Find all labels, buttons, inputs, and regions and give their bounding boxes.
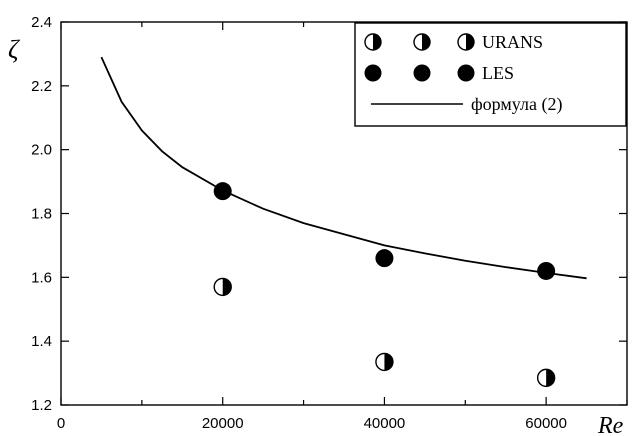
legend-les-symbol: [413, 64, 431, 82]
les-point: [375, 249, 394, 268]
urans-point: [375, 352, 394, 372]
legend-entry-urans: [364, 33, 475, 51]
x-tick-label: 20000: [202, 415, 244, 432]
urans-point: [536, 368, 556, 388]
y-tick-label: 2.4: [31, 14, 52, 31]
legend-label-les: LES: [482, 63, 514, 83]
legend-label-urans: URANS: [482, 32, 543, 52]
les-point: [537, 261, 556, 280]
legend-les-symbol: [457, 64, 475, 82]
x-tick-label: 60000: [525, 415, 567, 432]
y-tick-label: 1.4: [31, 333, 52, 350]
series-layer: [100, 56, 587, 388]
x-axis-label: Re: [597, 413, 624, 436]
y-tick-label: 1.6: [31, 269, 52, 286]
y-tick-label: 1.2: [31, 397, 52, 414]
legend-urans-symbol: [457, 33, 475, 51]
formula-curve: [100, 56, 587, 280]
legend-entry-les: [364, 64, 475, 82]
y-axis-label: ζ: [8, 35, 20, 64]
y-tick-label: 2.2: [31, 78, 52, 95]
y-axis: 1.2 1.4 1.6 1.8 2.0 2.2 2.4: [31, 14, 627, 414]
legend-urans-symbol: [413, 33, 431, 51]
legend-box: [354, 22, 627, 127]
x-tick-label: 0: [57, 415, 65, 432]
urans-point: [213, 277, 232, 297]
les-point: [213, 182, 232, 201]
legend-label-formula: формула (2): [471, 94, 562, 115]
y-tick-label: 1.8: [31, 206, 52, 223]
legend: URANS LES формула (2): [354, 22, 627, 127]
y-tick-label: 2.0: [31, 142, 52, 159]
x-tick-label: 40000: [364, 415, 406, 432]
legend-les-symbol: [364, 64, 382, 82]
legend-urans-symbol: [364, 33, 382, 51]
